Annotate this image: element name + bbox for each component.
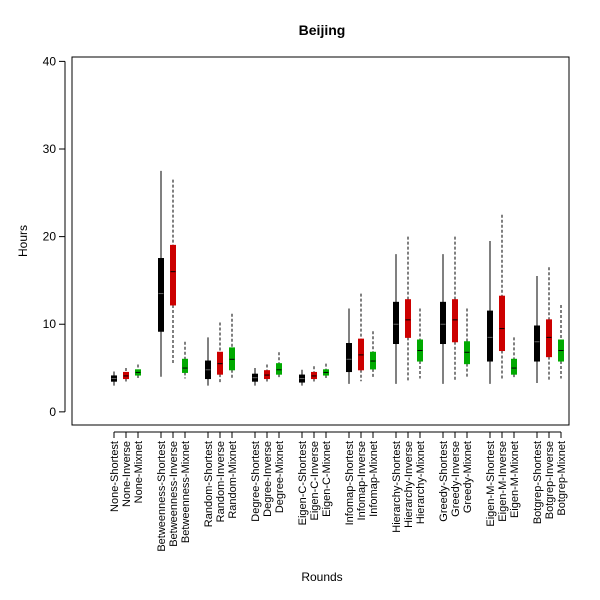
- x-tick-label: Eigen-C-Mixnet: [321, 441, 333, 517]
- box-group: [111, 170, 564, 386]
- box-hierarchy-mixnet: [417, 308, 423, 379]
- box-none-inverse: [123, 368, 129, 383]
- box-botgrep-mixnet: [558, 304, 564, 379]
- box-greedy-inverse: [452, 236, 458, 381]
- x-tick-label: Betweenness-Mixnet: [180, 441, 192, 543]
- y-tick-label: 40: [43, 54, 57, 68]
- box-iqr: [511, 358, 517, 375]
- box-degree-inverse: [264, 364, 270, 383]
- x-tick-label: Eigen-M-Shortest: [485, 441, 497, 527]
- box-iqr: [487, 310, 493, 362]
- x-tick-label: Greedy-Mixnet: [462, 441, 474, 513]
- box-random-mixnet: [229, 313, 235, 379]
- y-tick-label: 20: [43, 230, 57, 244]
- chart-title: Beijing: [299, 22, 346, 38]
- x-tick-label: Eigen-M-Inverse: [497, 441, 509, 522]
- box-iqr: [499, 295, 505, 352]
- box-iqr: [452, 299, 458, 343]
- x-tick-label: Infomap-Shortest: [344, 441, 356, 525]
- x-tick-label: None-Mixnet: [133, 441, 145, 503]
- box-hierarchy-shortest: [393, 254, 399, 384]
- box-eigen-m-shortest: [487, 241, 493, 384]
- box-eigen-c-shortest: [299, 369, 305, 386]
- box-betweenness-inverse: [170, 179, 176, 364]
- x-axis-label: Rounds: [301, 570, 342, 584]
- x-tick-label: Random-Mixnet: [227, 441, 239, 519]
- x-tick-label: None-Shortest: [109, 441, 121, 512]
- x-tick-label: Hierarchy-Shortest: [391, 441, 403, 533]
- y-tick-label: 10: [43, 317, 57, 331]
- box-eigen-c-inverse: [311, 366, 317, 383]
- box-iqr: [276, 363, 282, 375]
- box-eigen-c-mixnet: [323, 363, 329, 379]
- box-botgrep-inverse: [546, 267, 552, 381]
- x-tick-label: None-Inverse: [121, 441, 133, 507]
- y-axis-label: Hours: [16, 225, 30, 257]
- box-eigen-m-mixnet: [511, 337, 517, 379]
- x-tick-label: Degree-Shortest: [250, 441, 262, 522]
- box-infomap-inverse: [358, 293, 364, 382]
- x-axis: None-Shortest None-Inverse None-Mixnet Betw…: [109, 431, 568, 552]
- box-greedy-shortest: [440, 254, 446, 384]
- x-tick-label: Infomap-Mixnet: [368, 441, 380, 517]
- box-degree-mixnet: [276, 352, 282, 379]
- box-botgrep-shortest: [534, 276, 540, 383]
- box-none-shortest: [111, 371, 117, 386]
- box-degree-shortest: [252, 368, 258, 386]
- x-tick-label: Betweenness-Inverse: [168, 441, 180, 547]
- x-tick-label: Betweenness-Shortest: [156, 441, 168, 552]
- x-tick-label: Greedy-Inverse: [450, 441, 462, 517]
- x-tick-label: Degree-Inverse: [262, 441, 274, 517]
- y-tick-label: 30: [43, 142, 57, 156]
- x-tick-label: Random-Inverse: [215, 441, 227, 522]
- box-iqr: [182, 358, 188, 373]
- box-iqr: [346, 343, 352, 373]
- box-iqr: [440, 301, 446, 345]
- box-betweenness-mixnet: [182, 341, 188, 379]
- box-infomap-shortest: [346, 308, 352, 384]
- box-hierarchy-inverse: [405, 236, 411, 381]
- box-betweenness-shortest: [158, 170, 164, 377]
- x-tick-label: Botgrep-Inverse: [544, 441, 556, 519]
- x-tick-label: Hierarchy-Inverse: [403, 441, 415, 528]
- box-iqr: [158, 258, 164, 332]
- x-tick-label: Botgrep-Shortest: [532, 441, 544, 524]
- x-tick-label: Random-Shortest: [203, 441, 215, 527]
- x-tick-label: Hierarchy-Mixnet: [415, 441, 427, 524]
- box-eigen-m-inverse: [499, 214, 505, 381]
- box-random-shortest: [205, 337, 211, 386]
- box-infomap-mixnet: [370, 331, 376, 379]
- box-none-mixnet: [135, 364, 141, 379]
- x-tick-label: Eigen-M-Mixnet: [509, 441, 521, 518]
- box-iqr: [546, 319, 552, 358]
- x-tick-label: Eigen-C-Shortest: [297, 441, 309, 525]
- plot-frame: [71, 56, 570, 426]
- x-tick-label: Eigen-C-Inverse: [309, 441, 321, 520]
- x-tick-label: Degree-Mixnet: [274, 441, 286, 513]
- box-random-inverse: [217, 322, 223, 383]
- box-iqr: [393, 301, 399, 345]
- box-iqr: [534, 325, 540, 362]
- y-tick-label: 0: [49, 405, 56, 419]
- box-iqr: [405, 299, 411, 338]
- box-iqr: [170, 244, 176, 306]
- box-greedy-mixnet: [464, 308, 470, 379]
- y-axis: 0 10 20 30 40: [43, 54, 66, 419]
- x-tick-label: Infomap-Inverse: [356, 441, 368, 520]
- x-tick-label: Botgrep-Mixnet: [556, 441, 568, 516]
- x-tick-label: Greedy-Shortest: [438, 441, 450, 522]
